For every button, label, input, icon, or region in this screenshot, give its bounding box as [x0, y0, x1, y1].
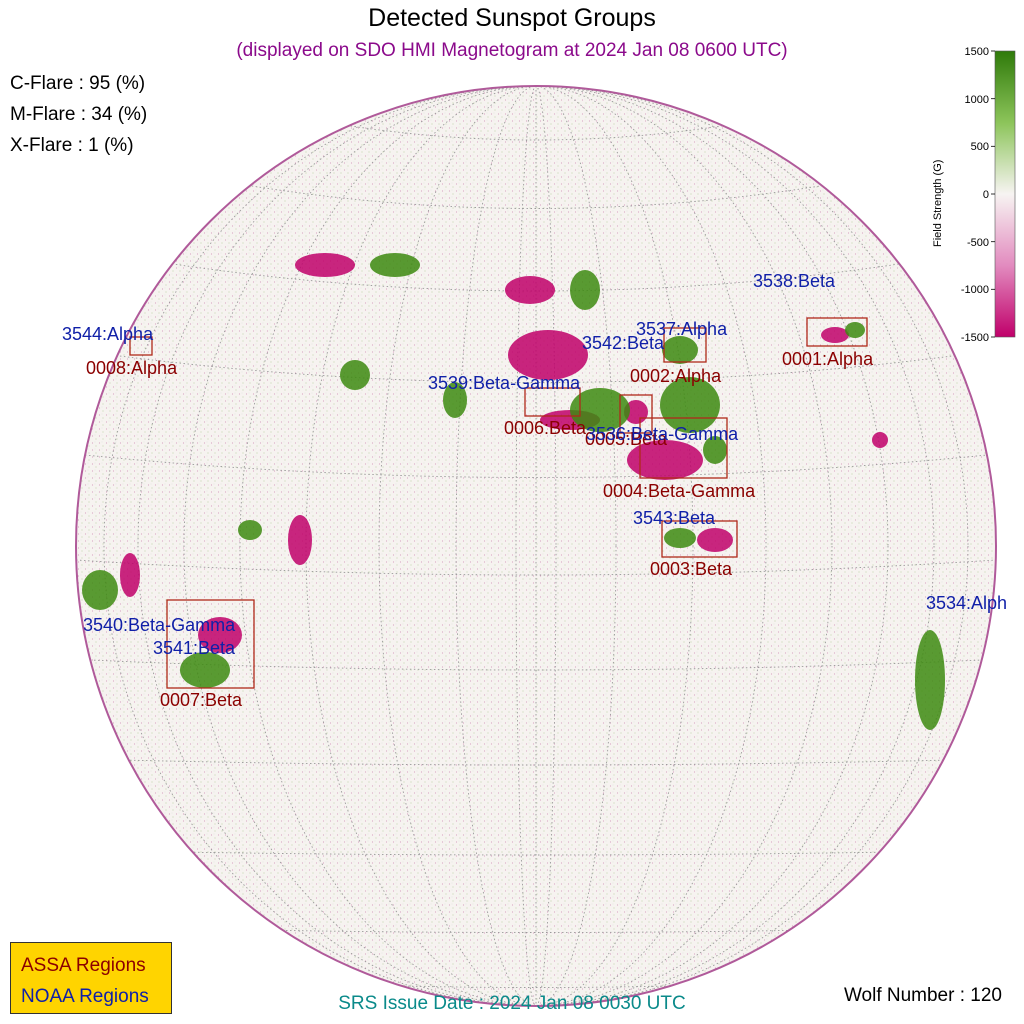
assa-label-0007: 0007:Beta — [160, 690, 243, 710]
wolf-number: Wolf Number : 120 — [843, 985, 1002, 1006]
solar-limb — [75, 85, 997, 1007]
region-box-0002 — [663, 327, 707, 363]
colorbar-tick: -1500 — [961, 332, 989, 344]
legend-noaa-label: NOAA Regions — [21, 986, 149, 1007]
noaa-label-3542: 3542:Beta — [582, 333, 665, 353]
noaa-label-3538: 3538:Beta — [753, 271, 836, 291]
c-flare-probability: C-Flare : 95 (%) — [10, 73, 146, 94]
noaa-label-3536: 3536:Beta-Gamma — [586, 424, 739, 444]
page-title: Detected Sunspot Groups — [368, 4, 656, 32]
colorbar-title: Field Strength (G) — [932, 160, 944, 247]
noaa-label-3537: 3537:Alpha — [636, 319, 728, 339]
region-box-0003 — [661, 520, 738, 558]
assa-label-0001: 0001:Alpha — [782, 349, 874, 369]
noaa-label-3540: 3540:Beta-Gamma — [83, 615, 236, 635]
assa-label-0003: 0003:Beta — [650, 559, 733, 579]
srs-issue-date: SRS Issue Date : 2024 Jan 08 0030 UTC — [338, 993, 686, 1014]
noaa-label-3544: 3544:Alpha — [62, 324, 154, 344]
region-box-0007 — [166, 599, 255, 689]
x-flare-probability: X-Flare : 1 (%) — [10, 135, 134, 156]
noaa-label-3534: 3534:Alph — [926, 593, 1007, 613]
region-box-0006 — [524, 387, 581, 417]
colorbar-tick: 0 — [983, 189, 989, 201]
m-flare-probability: M-Flare : 34 (%) — [10, 104, 148, 125]
assa-label-0008: 0008:Alpha — [86, 358, 178, 378]
region-box-0008 — [129, 336, 153, 356]
colorbar-tick: 1000 — [965, 94, 989, 106]
magnetic-field-patches — [82, 253, 945, 730]
colorbar-tick: 500 — [971, 141, 989, 153]
colorbar-tick: 1500 — [965, 46, 989, 58]
region-boxes — [129, 317, 868, 689]
region-box-0004 — [639, 417, 728, 479]
noaa-label-3541: 3541:Beta — [153, 638, 236, 658]
noaa-label-3543: 3543:Beta — [633, 508, 716, 528]
region-box-0005 — [619, 394, 653, 434]
page-subtitle: (displayed on SDO HMI Magnetogram at 202… — [236, 40, 788, 61]
legend-assa-label: ASSA Regions — [21, 955, 146, 976]
assa-label-0004: 0004:Beta-Gamma — [603, 481, 756, 501]
colorbar-tick: -1000 — [961, 284, 989, 296]
colorbar-tick: -500 — [967, 237, 989, 249]
region-legend: ASSA Regions NOAA Regions — [10, 942, 172, 1014]
assa-label-0002: 0002:Alpha — [630, 366, 722, 386]
noaa-label-3539: 3539:Beta-Gamma — [428, 373, 581, 393]
assa-label-0006: 0006:Beta — [504, 418, 587, 438]
colorbar-gradient — [994, 50, 1016, 338]
colorbar: 1500 1000 500 0 -500 -1000 -1500 Field S… — [932, 46, 1016, 344]
region-box-0001 — [806, 317, 868, 347]
coordinate-grid — [76, 86, 996, 1006]
assa-label-0005: 0005:Beta — [585, 429, 668, 449]
